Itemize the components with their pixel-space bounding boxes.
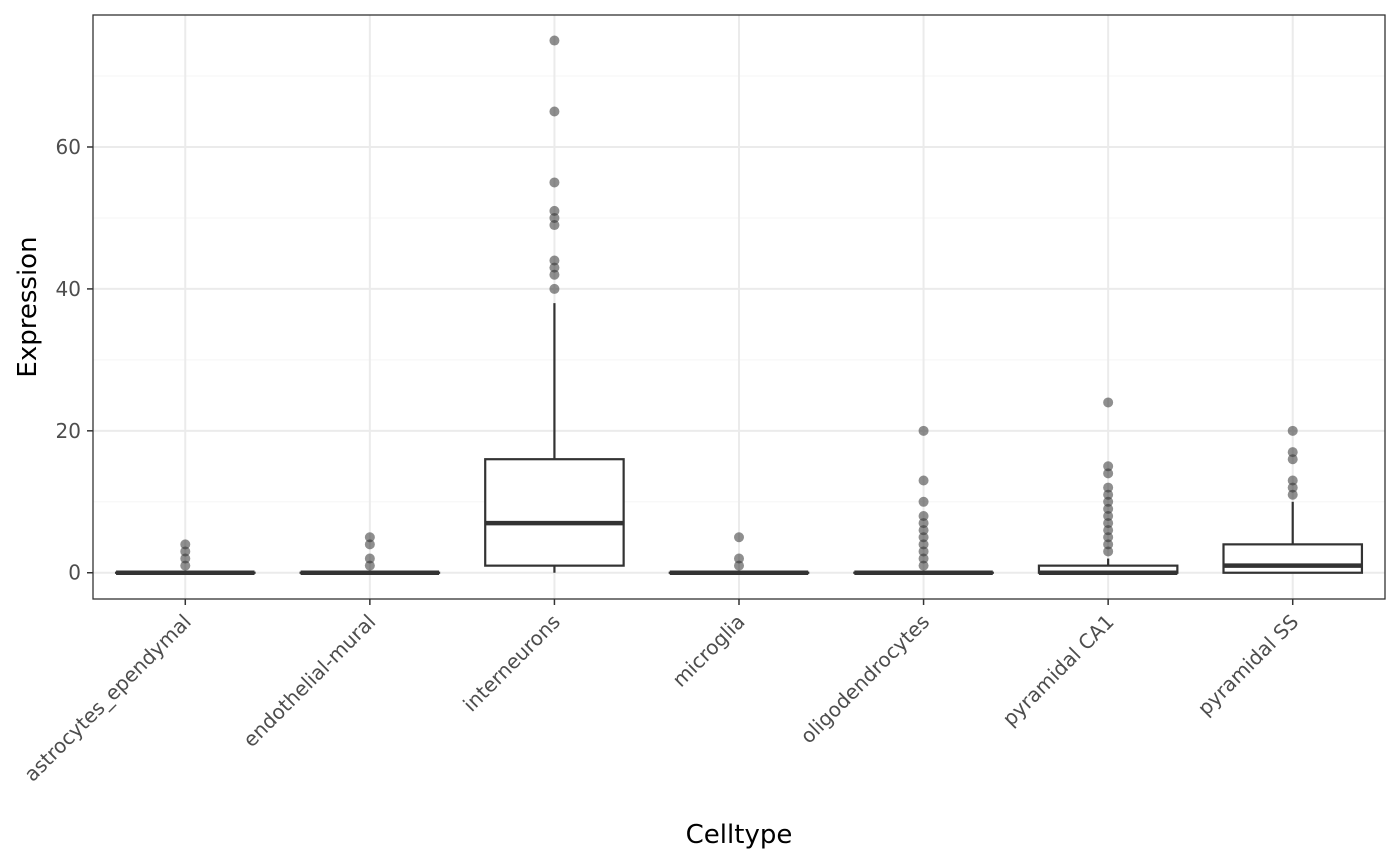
- box-series: [114, 35, 1364, 575]
- outlier-point: [918, 546, 929, 557]
- outlier-point: [180, 560, 191, 571]
- outlier-point: [918, 553, 929, 564]
- outlier-point: [1287, 447, 1298, 458]
- outlier-point: [1287, 425, 1298, 436]
- outlier-point: [918, 475, 929, 486]
- outlier-point: [1103, 397, 1114, 408]
- box-pyramidal-ca1: [1037, 397, 1179, 575]
- outlier-point: [549, 283, 560, 294]
- outlier-point: [1103, 539, 1114, 550]
- outlier-point: [1103, 468, 1114, 479]
- outlier-point: [549, 255, 560, 266]
- outlier-point: [1103, 496, 1114, 507]
- outlier-point: [1103, 525, 1114, 536]
- outlier-point: [364, 532, 375, 543]
- outlier-point: [1103, 518, 1114, 529]
- outlier-point: [364, 553, 375, 564]
- outlier-point: [549, 262, 560, 273]
- outlier-point: [918, 539, 929, 550]
- outlier-point: [180, 553, 191, 564]
- outlier-point: [734, 560, 744, 571]
- outlier-point: [549, 212, 560, 223]
- outlier-point: [549, 220, 560, 231]
- outlier-point: [734, 532, 744, 543]
- outlier-point: [549, 177, 560, 188]
- outlier-point: [180, 539, 191, 550]
- outlier-point: [364, 560, 375, 571]
- x-axis-title: Celltype: [686, 820, 793, 850]
- outlier-point: [364, 539, 375, 550]
- outlier-point: [918, 560, 929, 571]
- outlier-point: [1103, 461, 1114, 472]
- y-tick-label: 0: [68, 561, 81, 585]
- outlier-point: [918, 510, 929, 521]
- box-iqr: [1222, 543, 1364, 574]
- outlier-point: [734, 553, 744, 564]
- box-interneurons: [484, 35, 625, 573]
- outlier-point: [1103, 510, 1114, 521]
- outlier-point: [1103, 546, 1114, 557]
- outlier-point: [1103, 532, 1114, 543]
- box-iqr: [484, 458, 625, 567]
- box-oligodendrocytes: [853, 425, 994, 575]
- outlier-point: [549, 205, 560, 216]
- outlier-point: [549, 35, 560, 46]
- outlier-point: [1287, 475, 1298, 486]
- outlier-point: [1103, 489, 1114, 500]
- outlier-point: [1287, 454, 1298, 465]
- y-tick-label: 60: [56, 135, 81, 159]
- y-tick-label: 20: [56, 419, 81, 443]
- outlier-point: [1287, 489, 1298, 500]
- outlier-point: [918, 425, 929, 436]
- box-pyramidal-ss: [1222, 425, 1364, 574]
- outlier-point: [549, 106, 560, 117]
- y-tick-label: 40: [56, 277, 81, 301]
- outlier-point: [918, 525, 929, 536]
- outlier-point: [918, 496, 929, 507]
- box-microglia: [668, 532, 810, 575]
- outlier-point: [549, 269, 560, 280]
- outlier-point: [1287, 482, 1298, 493]
- outlier-point: [1103, 503, 1114, 514]
- outlier-point: [918, 518, 929, 529]
- outlier-point: [1103, 482, 1114, 493]
- outlier-point: [918, 532, 929, 543]
- y-axis: 0 20 40 60: [56, 135, 93, 585]
- y-axis-title: Expression: [13, 236, 43, 377]
- box-endothelial-mural: [299, 532, 441, 575]
- outlier-point: [180, 546, 191, 557]
- box-astrocytes-ependymal: [114, 539, 256, 575]
